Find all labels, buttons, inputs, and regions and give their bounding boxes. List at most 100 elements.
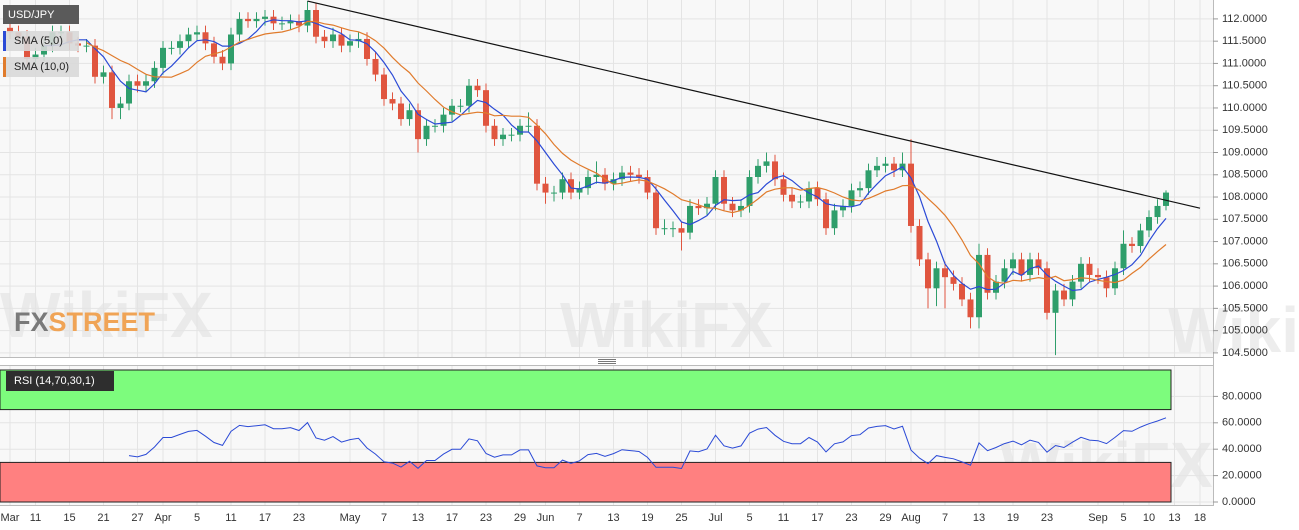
y-tick-label: 108.0000: [1222, 191, 1268, 203]
x-tick-label: 23: [1041, 512, 1053, 524]
legend-label: SMA (10,0): [14, 61, 69, 73]
x-tick-label: 19: [641, 512, 653, 524]
candle-body: [874, 165, 880, 171]
candle-body: [406, 110, 413, 120]
x-tick-label: 25: [675, 512, 687, 524]
candle-body: [789, 194, 795, 202]
x-tick-label: 17: [259, 512, 271, 524]
rsi-label-box: [6, 371, 114, 391]
x-tick-label: May: [340, 512, 361, 524]
candle-body: [695, 205, 702, 209]
candle-body: [551, 192, 557, 194]
candle-body: [415, 110, 421, 140]
candle-body: [500, 134, 506, 140]
candle-body: [423, 125, 430, 140]
candle-body: [559, 179, 566, 193]
legend-swatch: [3, 31, 6, 51]
y-tick-label: 109.0000: [1222, 146, 1268, 158]
x-tick-label: 11: [225, 512, 236, 524]
candle-body: [857, 188, 863, 191]
x-tick-label: Mar: [1, 512, 20, 524]
candle-body: [721, 176, 727, 204]
candle-body: [993, 281, 999, 293]
candle-body: [211, 43, 217, 57]
candle-body: [568, 179, 574, 193]
candle-body: [109, 72, 115, 108]
rsi-line: [128, 417, 1167, 470]
y-tick-label: 0.0000: [1222, 496, 1256, 508]
y-tick-label: 40.0000: [1222, 443, 1262, 455]
y-tick-label: 104.5000: [1222, 347, 1268, 359]
candle-body: [321, 36, 328, 42]
title-box: [3, 5, 79, 24]
splitter-grip[interactable]: [598, 359, 616, 364]
candle-body: [7, 27, 13, 33]
candle-body: [287, 21, 294, 24]
candle-body: [933, 268, 940, 289]
candle-body: [381, 74, 387, 100]
rsi-upper-zone: [0, 369, 1172, 411]
candle-body: [92, 45, 98, 77]
y-tick-label: 60.0000: [1222, 417, 1262, 429]
candle-body: [160, 47, 166, 68]
candle-body: [763, 161, 770, 166]
candle-body: [219, 56, 226, 64]
candle-body: [432, 125, 438, 127]
grid: [0, 0, 1218, 505]
y-tick-label: 109.5000: [1222, 124, 1268, 136]
candle-body: [729, 203, 736, 211]
candle-body: [576, 188, 583, 193]
brand-part: FX: [14, 307, 49, 337]
y-tick-label: 106.5000: [1222, 258, 1268, 270]
candle-body: [1010, 259, 1016, 269]
candle-body: [364, 38, 370, 59]
x-tick-label: 17: [811, 512, 823, 524]
candle-body: [908, 163, 914, 226]
sma-line: [86, 20, 1167, 284]
candle-body: [942, 268, 948, 278]
candle-body: [347, 41, 353, 46]
y-tick-label: 111.5000: [1222, 35, 1266, 47]
candle-body: [738, 205, 744, 211]
candle-body: [653, 192, 659, 229]
x-tick-label: 7: [942, 512, 948, 524]
candle-body: [389, 99, 396, 104]
y-tick-label: 108.5000: [1222, 169, 1268, 181]
candle-body: [678, 228, 685, 233]
x-tick-label: Apr: [154, 512, 171, 524]
candle-body: [117, 103, 124, 108]
brand-logo: FXSTREET: [14, 307, 156, 337]
x-tick-label: 23: [293, 512, 305, 524]
candle-body: [959, 283, 965, 300]
x-tick-label: 17: [446, 512, 458, 524]
candle-body: [806, 188, 812, 202]
candle-body: [1154, 205, 1161, 218]
x-tick-label: 5: [1120, 512, 1126, 524]
x-tick-label: 23: [845, 512, 857, 524]
x-tick-label: 15: [63, 512, 75, 524]
candle-body: [134, 81, 141, 86]
candle-body: [372, 58, 379, 75]
candle-body: [1001, 268, 1008, 282]
x-tick-label: 11: [30, 512, 41, 524]
candle-body: [32, 54, 39, 59]
y-tick-label: 105.5000: [1222, 302, 1268, 314]
candle-body: [517, 125, 523, 135]
candle-body: [1044, 268, 1050, 313]
candle-body: [236, 18, 243, 35]
x-tick-label: 13: [607, 512, 619, 524]
x-tick-label: 23: [480, 512, 492, 524]
candle-body: [593, 174, 600, 177]
y-tick-label: 110.0000: [1222, 102, 1267, 114]
candle-body: [1035, 259, 1042, 269]
candle-body: [797, 201, 804, 203]
candle-body: [398, 103, 404, 120]
rsi-label: RSI (14,70,30,1): [14, 375, 95, 387]
candle-body: [143, 81, 149, 86]
candle-body: [525, 125, 532, 127]
chart-title: USD/JPY: [8, 9, 55, 21]
candle-body: [330, 34, 336, 42]
watermark: WikiFX: [1168, 294, 1299, 366]
plot: [0, 0, 1201, 503]
x-tick-label: 10: [1143, 512, 1155, 524]
